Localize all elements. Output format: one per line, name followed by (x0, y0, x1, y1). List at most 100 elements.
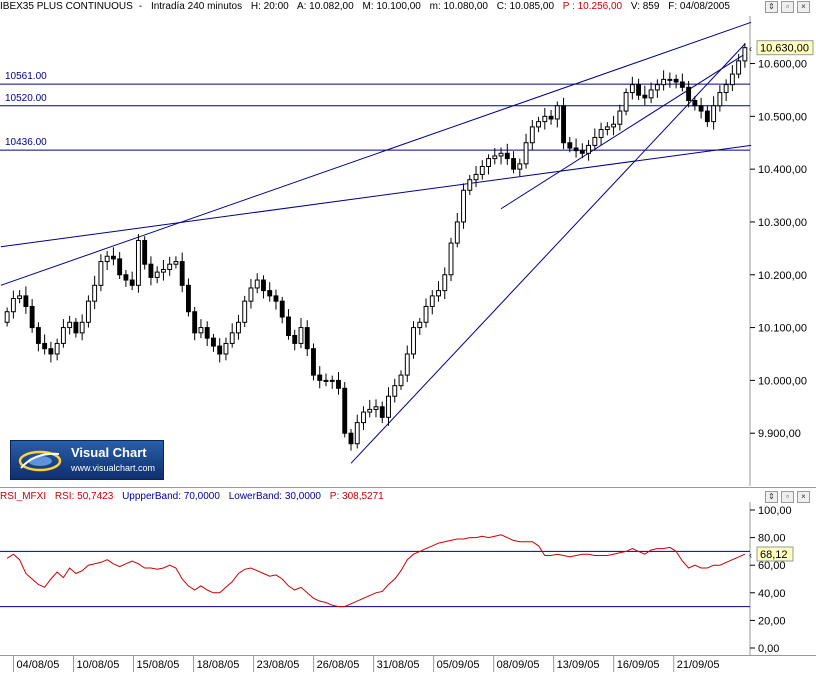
y-tick-label: 10.200,00 (758, 270, 807, 282)
level-label: 10436.00 (5, 137, 47, 148)
candle-bull (442, 274, 448, 292)
candle-bull (492, 155, 498, 160)
candle-bear (304, 327, 310, 350)
candle-bull (523, 142, 529, 165)
candle-bull (467, 179, 473, 191)
rsi-last-arrow-icon: ‹ (749, 550, 752, 560)
candle-bear (286, 316, 291, 336)
rsi-y-tick-label: 0,00 (758, 643, 779, 655)
candle-bear (561, 105, 567, 144)
candle-bull (429, 295, 435, 307)
candle-bear (35, 327, 41, 344)
candle-bear (261, 279, 266, 292)
x-tick-label: 10/08/05 (77, 659, 120, 671)
candle-bull (160, 268, 166, 273)
candle-bear (292, 334, 298, 344)
candle-bull (661, 78, 667, 86)
candle-bull (392, 385, 398, 397)
rsi-y-tick-label: 20,00 (758, 615, 786, 627)
candle-bull (598, 129, 604, 138)
candle-bear (379, 406, 385, 418)
rsi-y-tick-label: 80,00 (758, 533, 786, 545)
candle-bull (736, 60, 742, 75)
candle-bear (123, 274, 129, 281)
candle-bull (461, 189, 466, 223)
candle-bull (629, 84, 635, 94)
x-tick-label: 31/08/05 (377, 659, 420, 671)
candle-bull (586, 144, 592, 154)
y-tick-label: 10.300,00 (758, 217, 807, 229)
rsi-window-move-icon[interactable]: ⇕ (765, 491, 778, 503)
candle-bull (417, 321, 423, 329)
candle-bull (486, 158, 491, 168)
hour-label: H: 20:00 (250, 1, 289, 12)
candle-bull (323, 379, 329, 382)
rsi-maximize-icon[interactable]: ▫ (781, 491, 794, 503)
candle-bull (198, 327, 204, 334)
x-tick-label: 05/09/05 (437, 659, 480, 671)
candle-bull (242, 300, 248, 323)
rsi-close-icon[interactable]: × (797, 491, 810, 503)
candle-bull (361, 411, 366, 424)
x-tick-label: 13/09/05 (557, 659, 600, 671)
prev-label: P : 10.256,00 (562, 1, 623, 12)
level-label: 10520.00 (5, 93, 47, 104)
candle-bull (479, 166, 485, 175)
x-tick-label: 26/08/05 (317, 659, 360, 671)
candle-bull (367, 408, 373, 413)
x-tick-label: 18/08/05 (197, 659, 240, 671)
candle-bear (311, 348, 316, 376)
maximize-icon[interactable]: ▫ (781, 1, 794, 13)
trend-line (0, 21, 752, 286)
close-icon[interactable]: × (797, 1, 810, 13)
candle-bear (636, 84, 642, 96)
candle-bull (529, 126, 535, 144)
candle-bear (336, 379, 341, 389)
logo-url: www.visualchart.com (71, 463, 156, 473)
candle-bear (692, 99, 698, 107)
window-move-icon[interactable]: ⇕ (765, 1, 778, 13)
logo-name: Visual Chart (71, 445, 147, 460)
candle-bull (17, 295, 23, 300)
price-pane[interactable]: IBEX35 PLUS CONTINUOUS - Intradía 240 min… (0, 0, 816, 487)
price-chart: 10.600,00 10.500,00 10.400,00 10.300,00 10.2… (0, 16, 814, 486)
candle-bear (504, 152, 510, 160)
y-tick-label: 10.600,00 (758, 59, 807, 71)
candle-bear (211, 337, 216, 347)
candle-bull (398, 374, 404, 387)
rsi-pane[interactable]: RSI_MFXI RSI: 50,7423 UppperBand: 70,000… (0, 487, 816, 655)
candle-bull (67, 321, 73, 329)
candle-bull (542, 115, 548, 123)
candle-bear (686, 86, 692, 101)
candle-bull (386, 395, 391, 418)
candle-bull (667, 78, 673, 81)
level-label: 10561.00 (5, 71, 47, 82)
candle-bull (436, 290, 441, 297)
candle-bull (423, 305, 429, 323)
rsi-name-label: RSI_MFXI (0, 491, 47, 502)
candle-bull (654, 84, 660, 91)
candle-bear (29, 305, 35, 329)
rsi-series-line (6, 534, 746, 608)
candle-bull (592, 136, 598, 146)
y-tick-label: 9.900,00 (758, 428, 801, 440)
candle-bear (511, 158, 516, 170)
candle-bull (611, 123, 617, 128)
date-axis-svg: 04/08/05 10/08/05 15/08/05 18/08/05 23/08/05… (13, 656, 720, 672)
candle-bull (723, 84, 729, 94)
candle-bear (642, 94, 648, 99)
candle-bear (579, 150, 585, 154)
candle-bear (142, 239, 148, 265)
candle-bull (85, 300, 91, 323)
candle-bull (617, 110, 623, 125)
last-price-arrow-icon: ‹ (749, 44, 752, 54)
candle-bear (185, 284, 191, 313)
candle-bull (623, 92, 629, 112)
candle-bull (604, 126, 610, 131)
rsi-p-label: P: 308,5271 (329, 491, 384, 502)
candle-bull (104, 255, 110, 263)
trend-line (500, 53, 746, 210)
logo-swoosh-icon (18, 450, 62, 472)
candle-bull (60, 327, 66, 344)
candle-bull (448, 242, 454, 276)
